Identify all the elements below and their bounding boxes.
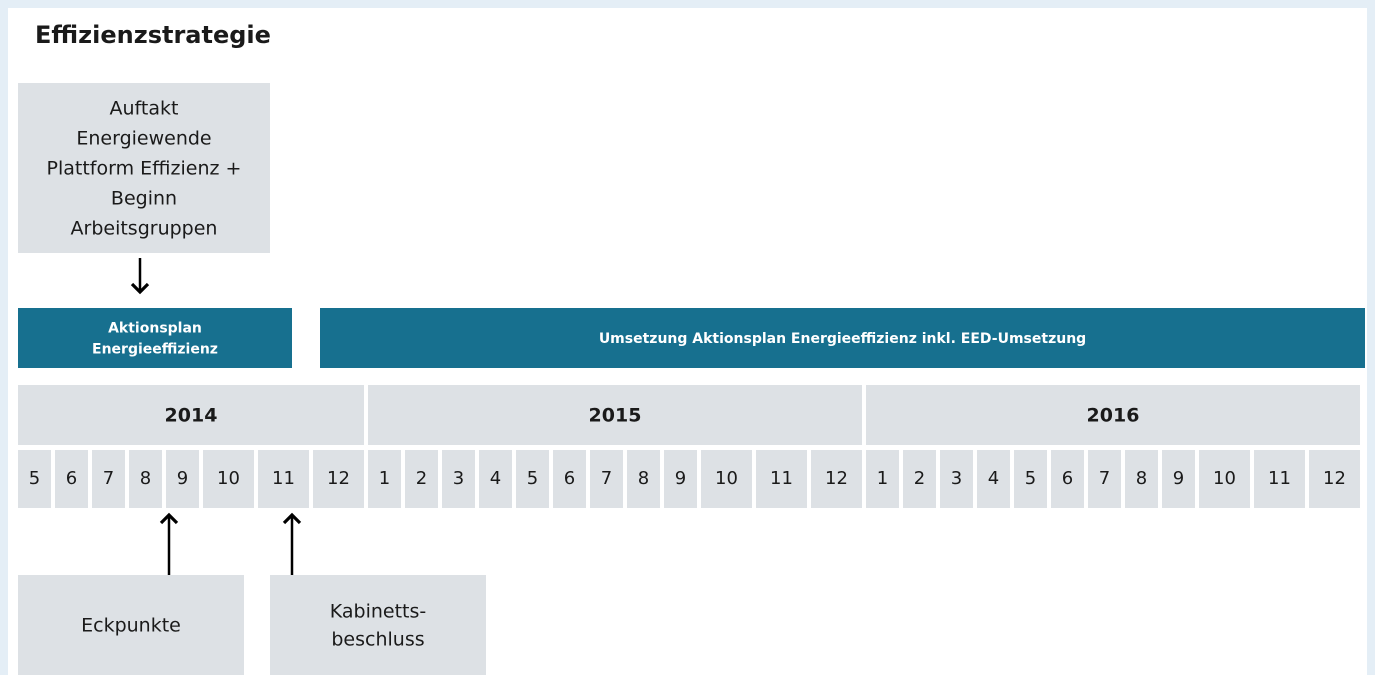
month-cell — [664, 450, 697, 508]
month-label: 2 — [914, 468, 925, 489]
event-box-text: Arbeitsgruppen — [71, 218, 218, 240]
month-cell — [18, 450, 51, 508]
year-cell — [368, 385, 862, 445]
month-cell — [1254, 450, 1305, 508]
month-label: 12 — [327, 468, 350, 489]
month-cell — [203, 450, 254, 508]
phase-bar-text: Aktionsplan — [108, 321, 202, 337]
month-cell — [1051, 450, 1084, 508]
month-label: 1 — [379, 468, 390, 489]
month-label: 3 — [453, 468, 464, 489]
event-box-text: Eckpunkte — [81, 615, 181, 637]
month-label: 5 — [1025, 468, 1036, 489]
month-cell — [55, 450, 88, 508]
year-label: 2015 — [589, 405, 642, 427]
event-box-text: Beginn — [111, 188, 177, 210]
month-cell — [1088, 450, 1121, 508]
month-cell — [866, 450, 899, 508]
phase-bar-text: Umsetzung Aktionsplan Energieeffizienz i… — [599, 331, 1086, 347]
month-cell — [516, 450, 549, 508]
event-box — [270, 575, 486, 675]
month-cell — [1199, 450, 1250, 508]
month-cell — [405, 450, 438, 508]
month-label: 6 — [564, 468, 575, 489]
month-label: 9 — [177, 468, 188, 489]
month-cell — [756, 450, 807, 508]
month-label: 5 — [29, 468, 40, 489]
month-label: 7 — [601, 468, 612, 489]
month-label: 7 — [103, 468, 114, 489]
month-label: 8 — [1136, 468, 1147, 489]
month-label: 4 — [988, 468, 999, 489]
event-box-text: Kabinetts- — [330, 601, 427, 623]
month-label: 8 — [638, 468, 649, 489]
month-cell — [442, 450, 475, 508]
year-cell — [866, 385, 1360, 445]
month-cell — [92, 450, 125, 508]
month-cell — [368, 450, 401, 508]
month-cell — [166, 450, 199, 508]
phase-bar — [320, 308, 1365, 368]
event-box-text: Energiewende — [76, 128, 211, 150]
month-label: 4 — [490, 468, 501, 489]
month-label: 1 — [877, 468, 888, 489]
month-cell — [1014, 450, 1047, 508]
year-cell — [18, 385, 364, 445]
month-label: 12 — [1323, 468, 1346, 489]
month-label: 2 — [416, 468, 427, 489]
month-cell — [258, 450, 309, 508]
month-cell — [590, 450, 623, 508]
month-cell — [811, 450, 862, 508]
event-box — [18, 575, 244, 675]
month-cell — [1309, 450, 1360, 508]
event-box-text: Plattform Effizienz + — [47, 158, 242, 180]
phase-bar-text: Energieeffizienz — [92, 342, 218, 358]
month-cell — [701, 450, 752, 508]
month-label: 10 — [1213, 468, 1236, 489]
month-label: 7 — [1099, 468, 1110, 489]
month-cell — [903, 450, 936, 508]
month-cell — [940, 450, 973, 508]
month-cell — [553, 450, 586, 508]
year-label: 2016 — [1087, 405, 1140, 427]
event-box — [18, 83, 270, 253]
year-label: 2014 — [165, 405, 218, 427]
month-label: 11 — [272, 468, 295, 489]
month-label: 11 — [770, 468, 793, 489]
month-label: 9 — [675, 468, 686, 489]
month-cell — [1125, 450, 1158, 508]
month-label: 8 — [140, 468, 151, 489]
month-label: 10 — [217, 468, 240, 489]
title: Effizienzstrategie — [35, 21, 271, 49]
month-cell — [977, 450, 1010, 508]
month-cell — [1162, 450, 1195, 508]
month-label: 6 — [66, 468, 77, 489]
month-label: 12 — [825, 468, 848, 489]
month-label: 5 — [527, 468, 538, 489]
month-label: 11 — [1268, 468, 1291, 489]
month-cell — [313, 450, 364, 508]
month-label: 3 — [951, 468, 962, 489]
month-label: 9 — [1173, 468, 1184, 489]
event-box-text: Auftakt — [110, 98, 179, 120]
month-label: 6 — [1062, 468, 1073, 489]
phase-bar — [18, 308, 292, 368]
month-cell — [129, 450, 162, 508]
month-cell — [627, 450, 660, 508]
event-box-text: beschluss — [331, 629, 424, 651]
month-cell — [479, 450, 512, 508]
month-label: 10 — [715, 468, 738, 489]
